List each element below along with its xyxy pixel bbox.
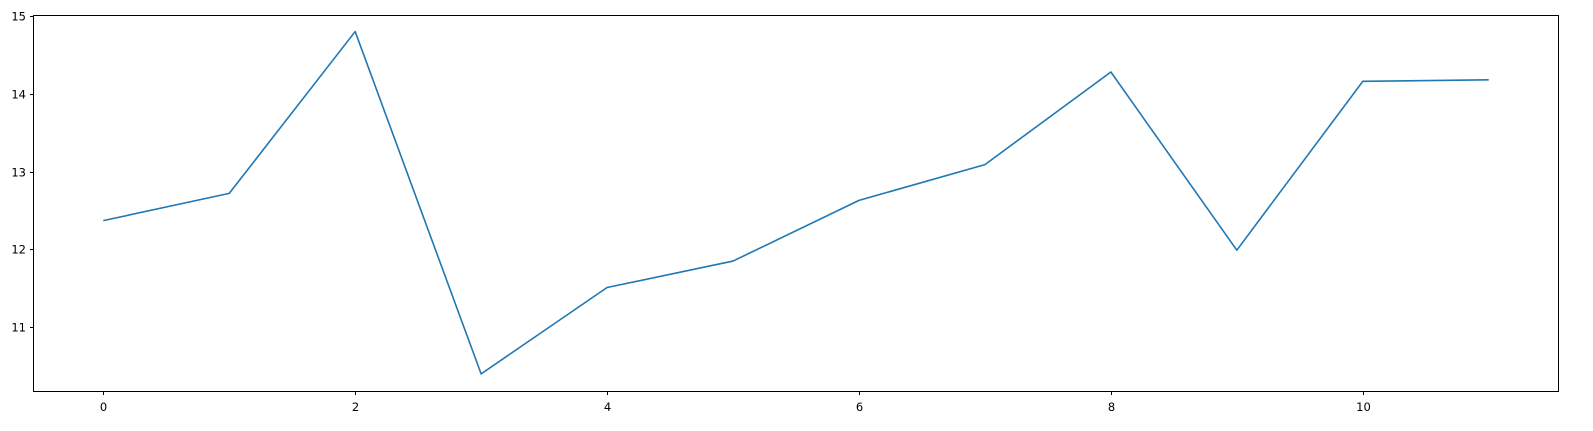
axes-frame [33, 15, 1559, 392]
x-tick-label: 6 [856, 400, 863, 414]
x-tick-label: 4 [604, 400, 611, 414]
y-tick-label: 12 [11, 243, 26, 257]
x-tick-label: 8 [1108, 400, 1115, 414]
x-axis: 0 2 4 6 8 10 [100, 391, 1371, 414]
x-tick-label: 10 [1356, 400, 1371, 414]
plot-area [103, 30, 1489, 375]
y-tick-label: 11 [11, 321, 26, 335]
y-tick-label: 13 [11, 166, 26, 180]
x-tick-label: 2 [352, 400, 359, 414]
y-axis: 11 12 13 14 15 [11, 10, 34, 335]
y-tick-label: 14 [11, 88, 26, 102]
series-line-0 [103, 30, 1489, 375]
x-tick-label: 0 [100, 400, 107, 414]
y-tick-label: 15 [11, 10, 26, 24]
